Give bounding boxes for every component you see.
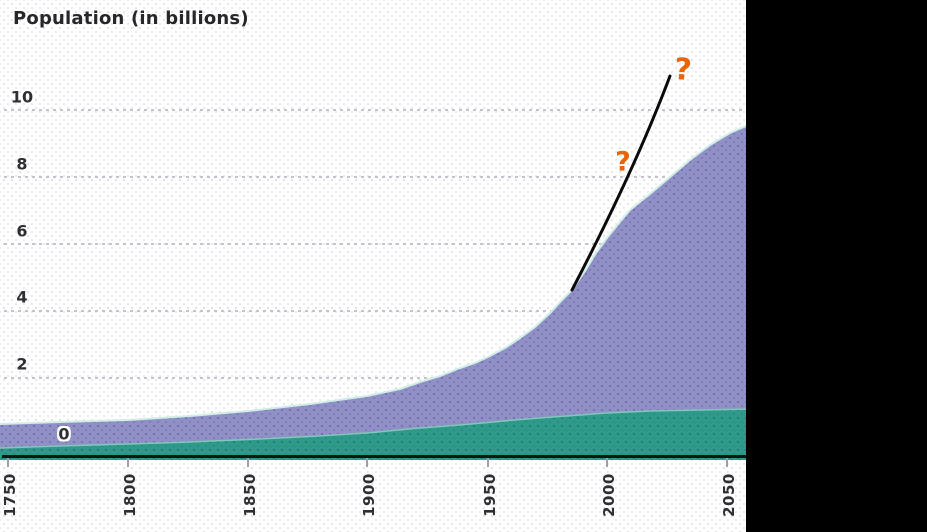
gridline-2	[4, 377, 746, 379]
x-tick-label-1950: 1950	[481, 473, 499, 517]
x-tick-1900	[366, 458, 368, 467]
projection-curve	[570, 74, 672, 292]
x-tick-label-2050: 2050	[720, 473, 738, 517]
gridline-4	[4, 310, 746, 312]
lower-band-area	[0, 408, 750, 460]
gridline-10	[4, 109, 746, 111]
x-tick-label-1850: 1850	[241, 473, 259, 517]
x-tick-2050	[726, 458, 728, 467]
gridline-8	[4, 176, 746, 178]
x-tick-label-1750: 1750	[1, 473, 19, 517]
question-mark-annotation-upper: ?	[673, 51, 693, 89]
x-tick-2000	[606, 458, 608, 467]
y-tick-label-6: 6	[16, 221, 28, 241]
chart-title: Population (in billions)	[13, 8, 249, 29]
x-tick-1750	[7, 458, 9, 467]
chart-canvas	[0, 74, 750, 460]
y-tick-label-8: 8	[16, 154, 28, 174]
x-tick-label-1800: 1800	[121, 473, 139, 517]
x-tick-label-1900: 1900	[360, 473, 378, 517]
x-tick-1950	[487, 458, 489, 467]
y-tick-label-0: 0	[58, 424, 70, 444]
question-mark-annotation-lower: ?	[615, 146, 631, 178]
x-axis-line	[2, 455, 746, 458]
x-tick-1850	[247, 458, 249, 467]
y-tick-label-2: 2	[16, 354, 28, 374]
black-panel	[746, 0, 927, 532]
gridline-6	[4, 243, 746, 245]
total-population-area	[0, 123, 750, 460]
y-tick-label-4: 4	[16, 287, 28, 307]
y-tick-label-10: 10	[10, 87, 34, 107]
x-tick-label-2000: 2000	[600, 473, 618, 517]
x-tick-1800	[127, 458, 129, 467]
